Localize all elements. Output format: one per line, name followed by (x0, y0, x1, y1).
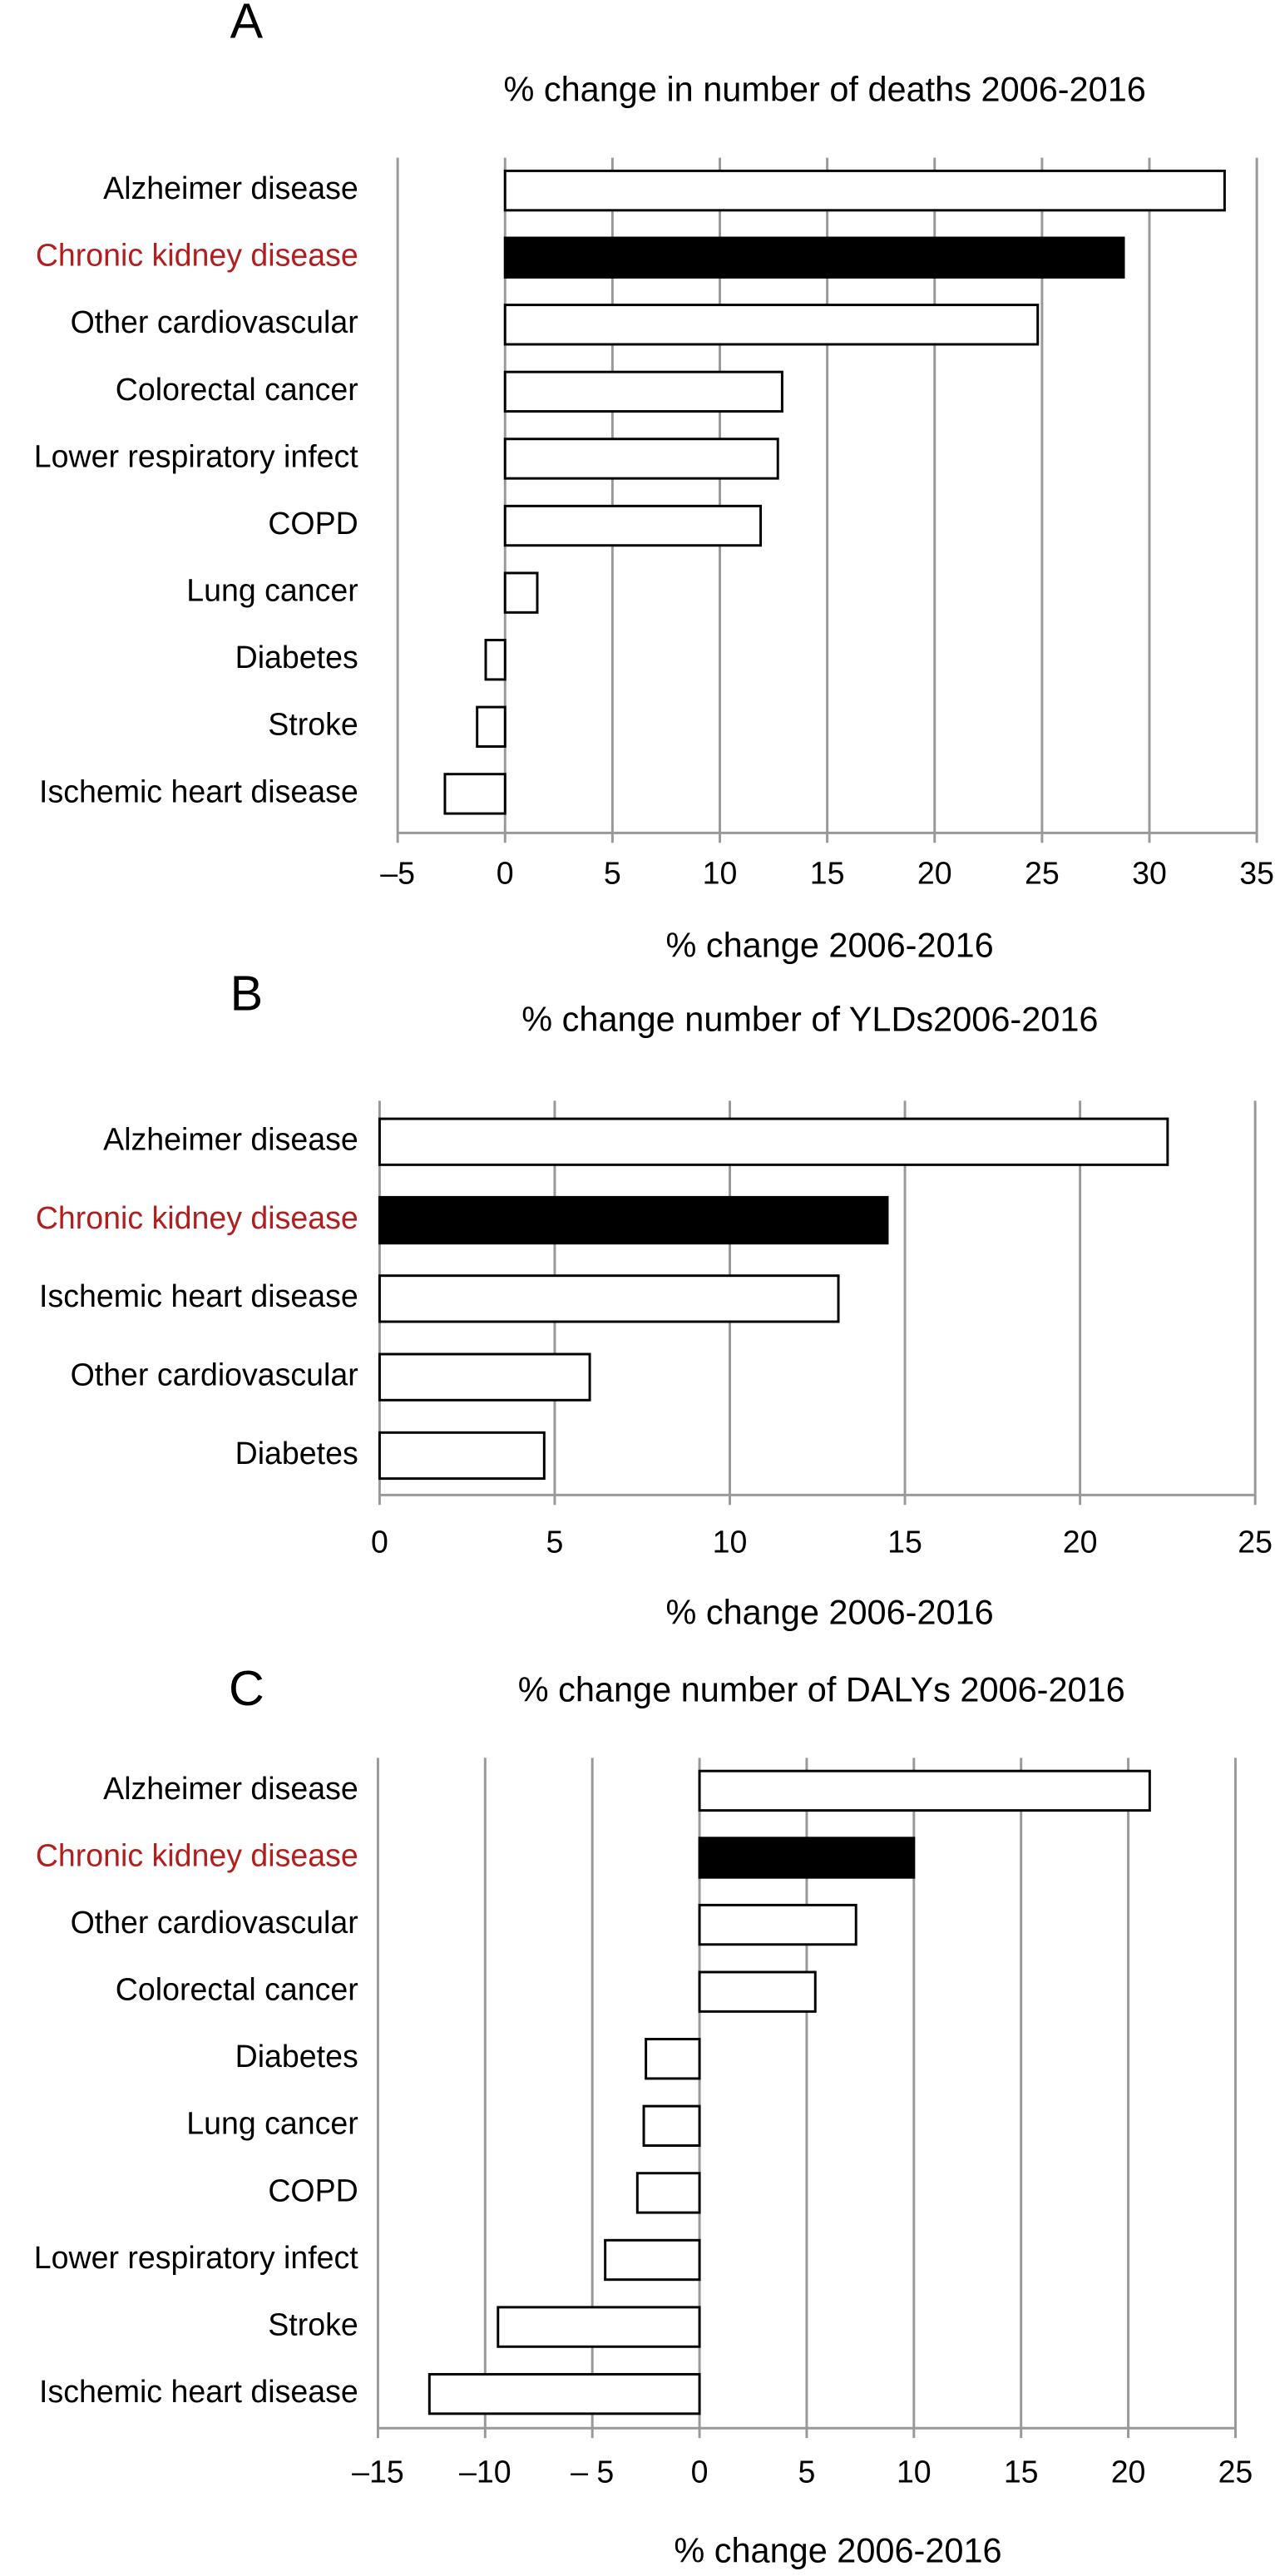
chart-title: % change number of YLDs2006-2016 (521, 999, 1098, 1038)
bar (378, 1352, 591, 1402)
y-tick-label: Chronic kidney disease (36, 238, 358, 273)
bar (503, 304, 1040, 346)
y-tick-label: Lung cancer (186, 573, 358, 608)
y-tick-label: COPD (268, 506, 358, 541)
x-tick-label: 5 (546, 1525, 564, 1560)
x-tick-label: 10 (703, 856, 738, 891)
x-tick-label: 20 (1111, 2454, 1146, 2489)
bar (635, 2172, 701, 2214)
bar (645, 2038, 701, 2080)
bar (503, 571, 539, 614)
bar (476, 705, 507, 748)
y-tick-label: Lung cancer (186, 2106, 358, 2141)
y-tick-label: Chronic kidney disease (36, 1837, 358, 1872)
bar (698, 1837, 916, 1879)
bar (443, 773, 507, 815)
bar (698, 1903, 857, 1946)
x-tick-label: 5 (604, 856, 621, 891)
y-tick-label: Colorectal cancer (116, 1972, 358, 2007)
y-tick-label: Diabetes (235, 2039, 358, 2074)
bar (378, 1195, 889, 1245)
x-tick-label: 0 (691, 2454, 709, 2489)
y-tick-label: Stroke (268, 2307, 358, 2341)
x-tick-label: 30 (1132, 856, 1167, 891)
y-tick-label: Alzheimer disease (103, 1771, 358, 1806)
x-tick-label: 0 (371, 1525, 388, 1560)
x-tick-label: 25 (1025, 856, 1060, 891)
y-tick-label: Other cardiovascular (71, 1905, 358, 1940)
y-tick-label: Diabetes (235, 1436, 358, 1471)
y-tick-label: COPD (268, 2173, 358, 2208)
y-tick-label: Alzheimer disease (103, 1122, 358, 1157)
bar (503, 438, 779, 480)
y-tick-label: Colorectal cancer (116, 372, 358, 407)
y-tick-label: Diabetes (235, 640, 358, 675)
bar (503, 370, 783, 413)
x-tick-label: 10 (897, 2454, 932, 2489)
x-axis-label: % change 2006-2016 (674, 2530, 1001, 2569)
y-tick-label: Lower respiratory infect (34, 438, 358, 473)
bar (604, 2238, 701, 2282)
bar (378, 1117, 1169, 1166)
chart-title: % change in number of deaths 2006-2016 (503, 70, 1145, 109)
y-tick-label: Lower respiratory infect (34, 2240, 358, 2275)
y-tick-label: Ischemic heart disease (39, 1278, 358, 1313)
x-tick-label: 10 (713, 1525, 748, 1560)
y-tick-label: Other cardiovascular (71, 304, 358, 339)
y-tick-label: Other cardiovascular (71, 1357, 358, 1392)
panel-label: C (229, 1660, 264, 1716)
x-tick-label: 35 (1239, 856, 1274, 891)
bar (378, 1431, 546, 1481)
bar (698, 1970, 817, 2013)
y-tick-label: Chronic kidney disease (36, 1200, 358, 1235)
x-tick-label: – 5 (571, 2454, 614, 2489)
bar (503, 504, 763, 547)
bar (503, 236, 1125, 279)
x-tick-label: 25 (1238, 1525, 1273, 1560)
bar (497, 2306, 701, 2348)
panel-label: B (230, 966, 264, 1021)
y-tick-label: Ischemic heart disease (39, 774, 358, 808)
x-tick-label: 0 (497, 856, 514, 891)
x-tick-label: 5 (798, 2454, 816, 2489)
x-tick-label: 20 (917, 856, 952, 891)
y-tick-label: Alzheimer disease (103, 171, 358, 205)
x-axis-label: % change 2006-2016 (665, 926, 993, 965)
x-tick-label: –10 (459, 2454, 511, 2489)
y-tick-label: Stroke (268, 707, 358, 742)
chart-title: % change number of DALYs 2006-2016 (518, 1669, 1125, 1708)
bar (642, 2104, 701, 2147)
x-tick-label: 15 (810, 856, 845, 891)
x-tick-label: 15 (1004, 2454, 1039, 2489)
x-tick-label: 25 (1218, 2454, 1253, 2489)
bar (698, 1769, 1151, 1812)
bar (503, 169, 1226, 212)
panel-label: A (230, 0, 264, 48)
x-axis-label: % change 2006-2016 (665, 1593, 993, 1632)
y-tick-label: Ischemic heart disease (39, 2374, 358, 2409)
x-tick-label: 20 (1063, 1525, 1098, 1560)
x-tick-label: –5 (380, 856, 415, 891)
x-tick-label: –15 (352, 2454, 404, 2489)
bar (427, 2372, 701, 2415)
bar (484, 639, 507, 681)
x-tick-label: 15 (887, 1525, 922, 1560)
bar (378, 1274, 840, 1323)
